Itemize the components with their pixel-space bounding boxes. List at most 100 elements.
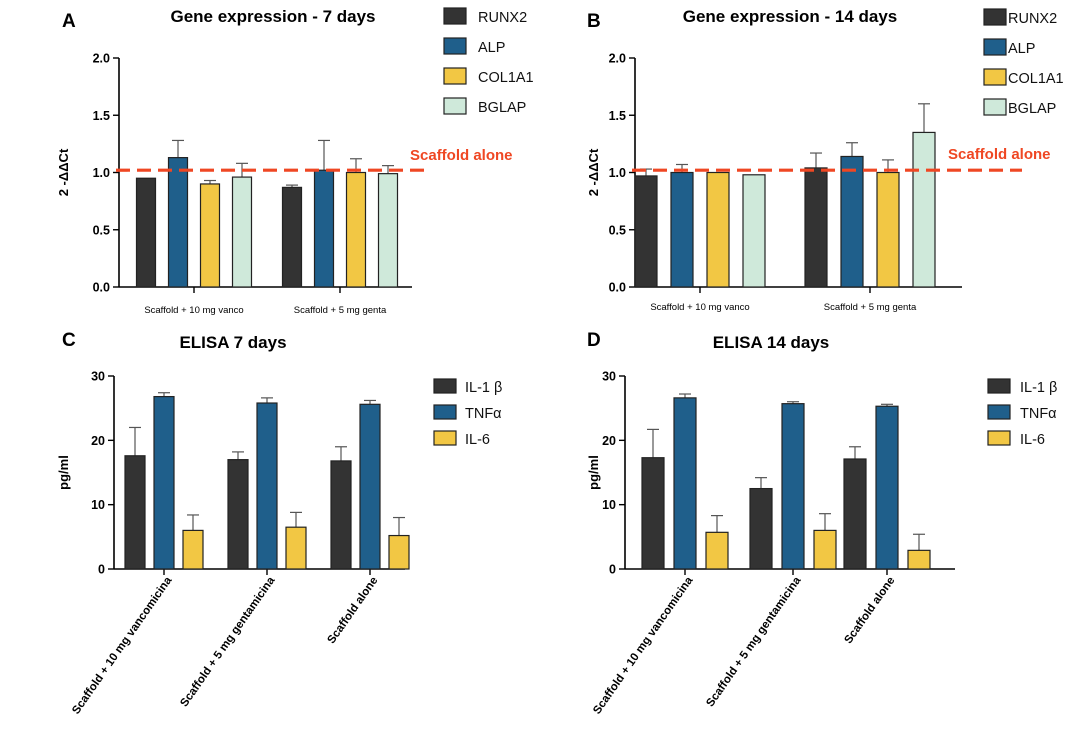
bar-tnf-1 bbox=[673, 397, 697, 570]
bar-il-6-3 bbox=[907, 549, 931, 570]
bar-il-1-2 bbox=[749, 487, 773, 570]
y-tick-label: 0 bbox=[609, 563, 616, 577]
bar-alp-2 bbox=[313, 169, 335, 288]
bar-tnf-1 bbox=[153, 395, 175, 570]
bar-il-1-1 bbox=[124, 455, 146, 570]
bar-bglap-1 bbox=[742, 174, 766, 288]
bar-col1a1-2 bbox=[345, 171, 367, 288]
legend-swatch-bglap bbox=[443, 97, 467, 115]
legend-swatch-tnf bbox=[433, 404, 457, 420]
bar-alp-2 bbox=[840, 155, 864, 288]
y-tick-label: 10 bbox=[91, 498, 105, 512]
x-category-label: Scaffold + 10 mg vancomicina bbox=[70, 574, 175, 716]
y-tick-label: 0 bbox=[98, 563, 105, 577]
legend-label-runx2: RUNX2 bbox=[478, 10, 527, 26]
chart-title: Gene expression - 14 days bbox=[683, 7, 898, 26]
y-tick-label: 30 bbox=[91, 370, 105, 384]
bar-tnf-2 bbox=[256, 402, 278, 570]
bar-il-6-2 bbox=[285, 526, 307, 570]
x-category-label: Scaffold + 10 mg vanco bbox=[144, 305, 243, 316]
y-tick-label: 20 bbox=[91, 434, 105, 448]
bar-runx2-2 bbox=[281, 186, 303, 288]
bar-bglap-1 bbox=[231, 176, 253, 288]
bar-runx2-2 bbox=[804, 167, 828, 288]
legend-label-il-6: IL-6 bbox=[465, 432, 490, 448]
legend-label-alp: ALP bbox=[1008, 41, 1035, 57]
y-tick-label: 0.5 bbox=[93, 223, 110, 237]
panel-b: B Gene expression - 14 days 2 -ΔΔCt 0.0 0.5 1… bbox=[586, 7, 1064, 313]
x-category-label: Scaffold + 5 mg gentamicina bbox=[704, 574, 803, 709]
x-category-label: Scaffold + 5 mg genta bbox=[294, 305, 387, 316]
y-axis-label: pg/ml bbox=[586, 455, 601, 490]
panel-d: D ELISA 14 days pg/ml 0 10 20 30 Scaffold + 10 … bbox=[586, 330, 1057, 717]
x-category-label: Scaffold + 10 mg vanco bbox=[650, 302, 749, 313]
y-tick-label: 2.0 bbox=[609, 52, 626, 66]
panel-a: A Gene expression - 7 days 2 -ΔΔCt 0.0 0.5 1.… bbox=[56, 7, 534, 316]
legend-swatch-alp bbox=[443, 37, 467, 55]
x-category-label: Scaffold + 5 mg genta bbox=[824, 302, 917, 313]
chart-title: ELISA 14 days bbox=[713, 333, 830, 352]
bar-bglap-2 bbox=[377, 173, 399, 288]
chart-title: Gene expression - 7 days bbox=[170, 7, 375, 26]
legend-swatch-alp bbox=[983, 38, 1007, 56]
bar-col1a1-1 bbox=[706, 171, 730, 288]
legend-label-col1a1: COL1A1 bbox=[1008, 71, 1064, 87]
legend-swatch-il-1 bbox=[433, 378, 457, 394]
reference-label: Scaffold alone bbox=[410, 147, 513, 164]
bar-il-6-1 bbox=[182, 529, 204, 570]
bar-bglap-2 bbox=[912, 131, 936, 288]
bar-il-1-2 bbox=[227, 459, 249, 570]
x-category-label: Scaffold + 5 mg gentamicina bbox=[178, 574, 277, 709]
legend-label-il-6: IL-6 bbox=[1020, 432, 1045, 448]
bar-il-6-1 bbox=[705, 531, 729, 570]
panel-c: C ELISA 7 days pg/ml 0 10 20 30 Scaffold + 10 m… bbox=[56, 330, 502, 717]
y-tick-label: 1.5 bbox=[93, 109, 110, 123]
bar-il-1-3 bbox=[843, 458, 867, 570]
y-tick-label: 10 bbox=[602, 498, 616, 512]
panel-letter: D bbox=[587, 330, 601, 351]
bar-col1a1-1 bbox=[199, 183, 221, 288]
legend-label-runx2: RUNX2 bbox=[1008, 11, 1057, 27]
panel-letter: C bbox=[62, 330, 76, 351]
y-axis-label: 2 -ΔΔCt bbox=[586, 148, 601, 196]
panel-letter: B bbox=[587, 11, 601, 32]
bar-il-6-2 bbox=[813, 529, 837, 570]
legend-label-il-1: IL-1 β bbox=[465, 380, 502, 396]
legend-label-tnf: TNFα bbox=[465, 406, 502, 422]
legend-label-tnf: TNFα bbox=[1020, 406, 1057, 422]
y-tick-label: 0.5 bbox=[609, 223, 626, 237]
legend-label-bglap: BGLAP bbox=[1008, 101, 1056, 117]
legend-swatch-il-6 bbox=[433, 430, 457, 446]
bar-runx2-1 bbox=[634, 175, 658, 288]
legend-label-alp: ALP bbox=[478, 40, 505, 56]
y-tick-label: 0.0 bbox=[93, 281, 110, 295]
bar-il-6-3 bbox=[388, 534, 410, 570]
chart-title: ELISA 7 days bbox=[179, 333, 286, 352]
y-tick-label: 1.5 bbox=[609, 109, 626, 123]
bar-tnf-2 bbox=[781, 403, 805, 570]
x-category-label: Scaffold alone bbox=[843, 575, 898, 646]
legend-label-bglap: BGLAP bbox=[478, 100, 526, 116]
bar-tnf-3 bbox=[359, 403, 381, 570]
bar-tnf-3 bbox=[875, 405, 899, 570]
y-tick-label: 30 bbox=[602, 370, 616, 384]
legend-label-il-1: IL-1 β bbox=[1020, 380, 1057, 396]
panel-letter: A bbox=[62, 11, 76, 32]
bar-il-1-1 bbox=[641, 457, 665, 570]
x-category-label: Scaffold alone bbox=[326, 575, 381, 646]
legend-label-col1a1: COL1A1 bbox=[478, 70, 534, 86]
y-tick-label: 0.0 bbox=[609, 281, 626, 295]
legend-swatch-col1a1 bbox=[983, 68, 1007, 86]
bar-runx2-1 bbox=[135, 177, 157, 288]
y-axis-label: 2 -ΔΔCt bbox=[56, 148, 71, 196]
legend-swatch-runx2 bbox=[443, 7, 467, 25]
legend-swatch-runx2 bbox=[983, 8, 1007, 26]
bar-col1a1-2 bbox=[876, 171, 900, 288]
y-tick-label: 1.0 bbox=[609, 166, 626, 180]
legend-swatch-col1a1 bbox=[443, 67, 467, 85]
x-category-label: Scaffold + 10 mg vancomicina bbox=[591, 574, 696, 716]
reference-label: Scaffold alone bbox=[948, 146, 1051, 163]
y-tick-label: 20 bbox=[602, 434, 616, 448]
legend-swatch-bglap bbox=[983, 98, 1007, 116]
